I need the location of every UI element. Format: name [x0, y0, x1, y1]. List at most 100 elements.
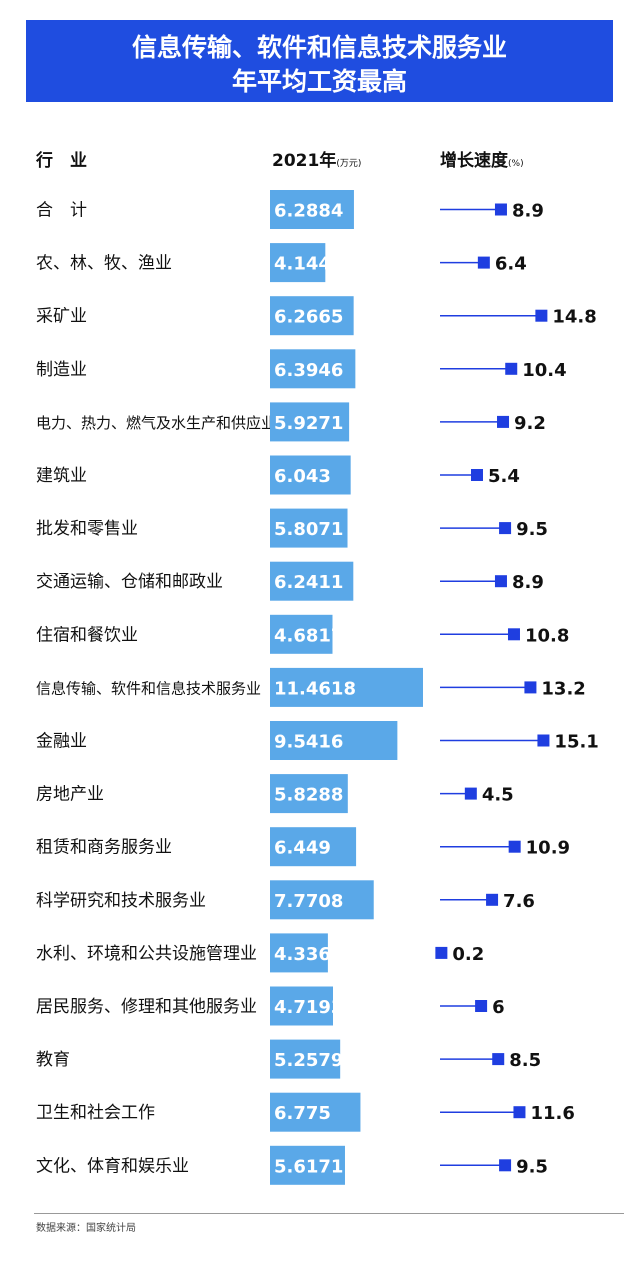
industry-label: 交通运输、仓储和邮政业: [36, 572, 223, 592]
growth-value-label: 10.9: [526, 838, 570, 859]
header-year-label: 2021年: [272, 151, 337, 171]
growth-marker: [537, 734, 550, 747]
growth-marker: [494, 203, 507, 216]
wage-bar: [270, 561, 354, 601]
header-year-unit: (万元): [336, 159, 362, 169]
wage-value-label: 11.4618: [274, 678, 356, 699]
growth-value-label: 9.5: [516, 519, 548, 540]
wage-value-label: 9.5416: [274, 732, 343, 753]
growth-marker: [492, 1053, 505, 1066]
growth-marker: [494, 575, 507, 588]
growth-marker: [477, 256, 490, 269]
industry-label: 电力、热力、燃气及水生产和供应业: [36, 414, 276, 432]
growth-marker: [464, 787, 477, 800]
industry-label: 教育: [36, 1050, 70, 1070]
growth-value-label: 11.6: [530, 1103, 574, 1124]
industry-label: 卫生和社会工作: [36, 1103, 155, 1123]
industry-label: 租赁和商务服务业: [36, 838, 172, 858]
industry-label: 房地产业: [36, 785, 104, 805]
growth-value-label: 7.6: [503, 891, 535, 912]
industry-label: 信息传输、软件和信息技术服务业: [36, 679, 261, 697]
growth-value-label: 10.4: [522, 360, 566, 381]
header-industry: 行 业: [36, 151, 87, 171]
growth-value-label: 9.5: [516, 1156, 548, 1177]
growth-marker: [497, 415, 510, 428]
wage-value-label: 4.1442: [274, 254, 343, 275]
growth-value-label: 10.8: [525, 625, 569, 646]
wage-growth-chart: 合 计 6.2884 8.9 农、林、牧、渔业 4.1442 6.4 采矿业 6.2665 14…: [36, 190, 599, 1185]
wage-value-label: 6.2884: [274, 201, 343, 222]
growth-value-label: 15.1: [554, 732, 598, 753]
growth-value-label: 13.2: [541, 678, 585, 699]
industry-label: 居民服务、修理和其他服务业: [36, 997, 257, 1017]
growth-marker: [475, 1000, 488, 1012]
wage-bar: [270, 1092, 361, 1132]
growth-value-label: 8.5: [509, 1050, 541, 1071]
industry-label: 制造业: [36, 360, 87, 380]
wage-value-label: 5.2579: [274, 1050, 343, 1071]
industry-label: 科学研究和技术服务业: [36, 891, 206, 911]
growth-marker: [508, 840, 521, 853]
growth-marker: [499, 1159, 512, 1172]
industry-label: 采矿业: [36, 307, 87, 327]
growth-marker: [505, 362, 518, 375]
industry-label: 金融业: [36, 732, 87, 752]
growth-value-label: 9.2: [514, 413, 546, 434]
source-divider: [34, 1213, 624, 1214]
growth-value-label: 5.4: [488, 466, 520, 487]
growth-marker: [524, 681, 537, 694]
wage-bar: [270, 455, 351, 495]
header-growth-label: 增长速度: [440, 151, 508, 171]
growth-marker: [535, 309, 548, 322]
wage-value-label: 6.3946: [274, 360, 343, 381]
wage-value-label: 4.6817: [274, 625, 343, 646]
industry-label: 水利、环境和公共设施管理业: [36, 944, 257, 964]
wage-bar: [270, 508, 348, 548]
industry-label: 文化、体育和娱乐业: [36, 1156, 189, 1176]
wage-value-label: 4.7193: [274, 997, 343, 1018]
growth-marker: [435, 946, 448, 959]
industry-label: 合 计: [36, 201, 87, 221]
wage-bar: [270, 986, 333, 1026]
wage-bar: [270, 933, 328, 973]
growth-value-label: 8.9: [512, 572, 544, 593]
source-note: 数据来源：国家统计局: [36, 1223, 136, 1234]
title-line-2: 年平均工资最高: [231, 67, 407, 96]
growth-marker: [470, 469, 483, 481]
wage-value-label: 5.9271: [274, 413, 343, 434]
growth-value-label: 8.9: [512, 201, 544, 222]
wage-bar: [270, 827, 357, 867]
wage-value-label: 5.8071: [274, 519, 343, 540]
industry-label: 农、林、牧、渔业: [36, 254, 172, 274]
industry-label: 住宿和餐饮业: [36, 625, 138, 645]
wage-bar: [270, 880, 374, 920]
growth-marker: [507, 628, 520, 641]
industry-label: 建筑业: [36, 466, 87, 486]
wage-value-label: 5.8288: [274, 785, 343, 806]
growth-value-label: 6.4: [495, 254, 527, 275]
header-growth-unit: (%): [508, 159, 524, 169]
growth-marker: [513, 1106, 526, 1119]
growth-value-label: 4.5: [482, 785, 514, 806]
wage-bar: [270, 614, 333, 654]
growth-value-label: 14.8: [552, 307, 596, 328]
title-banner: 信息传输、软件和信息技术服务业 年平均工资最高: [26, 20, 613, 102]
wage-bar: [270, 721, 398, 760]
wage-bar: [270, 1039, 341, 1079]
wage-bar: [270, 243, 326, 283]
wage-value-label: 6.775: [274, 1103, 331, 1124]
title-line-1: 信息传输、软件和信息技术服务业: [131, 33, 507, 62]
growth-marker: [486, 893, 499, 906]
wage-value-label: 6.2411: [274, 572, 343, 593]
wage-bar: [270, 190, 354, 229]
header-year: 2021年(万元): [272, 146, 361, 171]
wage-value-label: 5.6171: [274, 1156, 343, 1177]
growth-value-label: 6: [492, 997, 505, 1018]
growth-value-label: 0.2: [452, 944, 484, 965]
wage-bar: [270, 1145, 345, 1185]
wage-bar: [270, 774, 348, 814]
wage-bar: [270, 296, 354, 336]
growth-marker: [499, 522, 512, 535]
wage-bar: [270, 402, 350, 442]
header-growth: 增长速度(%): [440, 146, 524, 171]
